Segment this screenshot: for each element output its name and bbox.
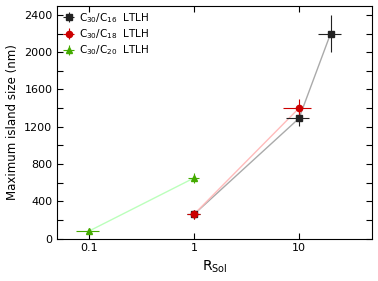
Y-axis label: Maximum island size (nm): Maximum island size (nm) xyxy=(6,44,19,200)
X-axis label: R$_\mathregular{Sol}$: R$_\mathregular{Sol}$ xyxy=(202,259,228,275)
Legend: C$_{30}$/C$_{16}$  LTLH, C$_{30}$/C$_{18}$  LTLH, C$_{30}$/C$_{20}$  LTLH: C$_{30}$/C$_{16}$ LTLH, C$_{30}$/C$_{18}… xyxy=(60,9,152,60)
